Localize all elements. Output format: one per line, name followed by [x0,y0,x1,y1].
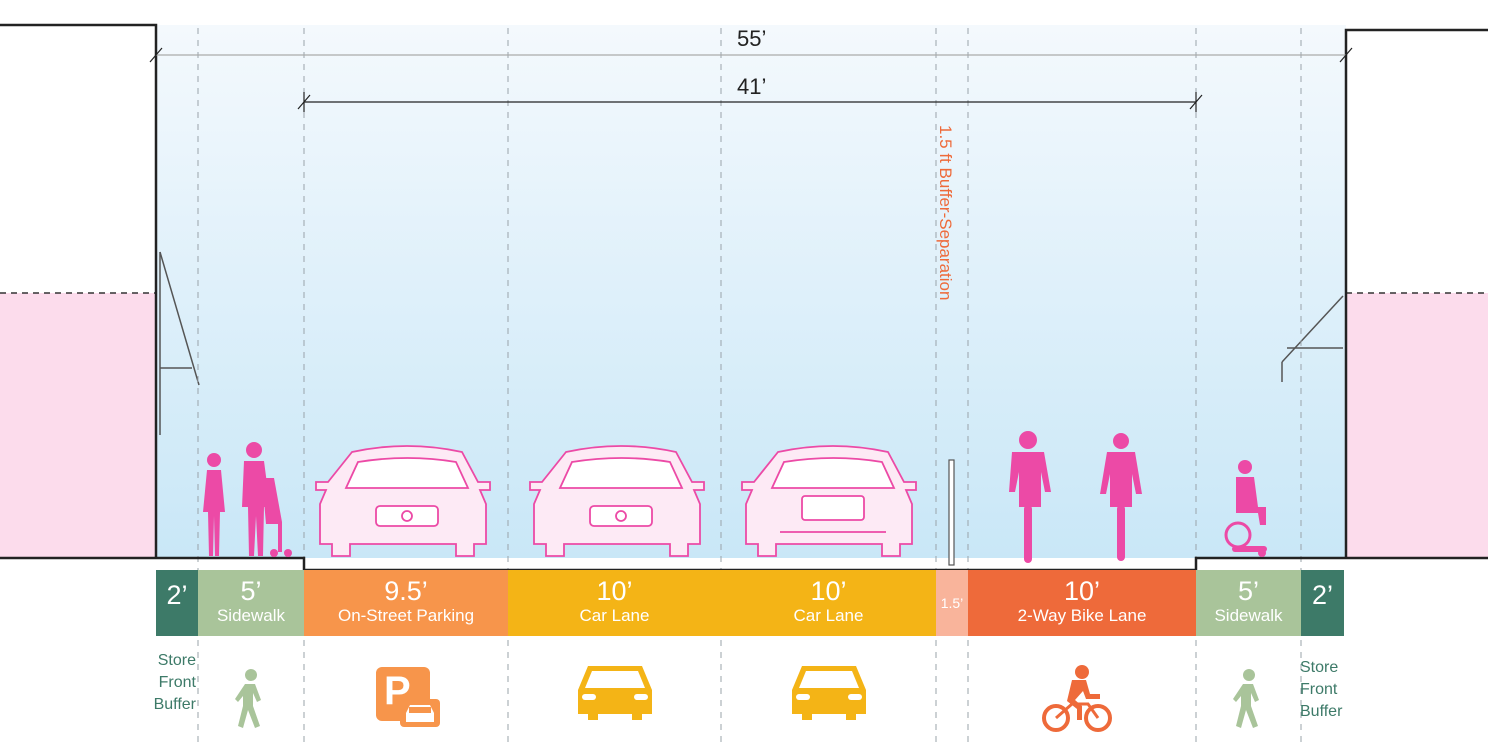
segment-width: 2’ [166,580,188,610]
segment-buffer-separation: 1.5’ [936,570,968,636]
segment-width: 10’ [1063,576,1101,606]
segment-bike-lane: 10’ 2-Way Bike Lane [968,570,1196,636]
pedestrian-icon [1233,669,1259,728]
segment-sidewalk-right: 5’ Sidewalk [1196,570,1301,636]
bollard [948,459,955,566]
segment-name: Sidewalk [216,606,286,625]
label-line: Front [158,674,196,691]
segment-store-front-buffer-right: 2’ [1301,570,1344,636]
bicycle-icon [1042,665,1112,732]
car-silhouettes [315,445,917,557]
label-line: Buffer [1300,703,1343,720]
label-line: Store [157,652,196,669]
pedestrian-icon [235,669,261,728]
parking-car-icon [400,699,440,727]
pedestrian-silhouettes [203,442,292,557]
segment-name: Car Lane [793,606,864,625]
segment-name: On-Street Parking [337,606,475,625]
segment-width: 5’ [240,576,262,606]
segment-width: 2’ [1311,580,1333,610]
segment-width: 10’ [596,576,633,606]
wheelchair-user-silhouette [1224,460,1267,557]
car-lane-2-rear [741,445,917,557]
segment-car-lane-1: 10’ Car Lane [508,570,721,636]
segment-width: 9.5’ [384,576,428,606]
segment-name: Sidewalk [1214,606,1283,625]
car-icon [792,666,866,720]
segment-name: Car Lane [579,606,650,625]
dimension-lines [149,47,1353,112]
left-building [0,23,200,558]
inner-width-label: 41’ [737,74,767,99]
cyclist-silhouettes [1009,431,1142,563]
label-line: Store [1300,659,1339,676]
car-icon [578,666,652,720]
segment-sidewalk-left: 5’ Sidewalk [198,570,304,636]
segment-width: 1.5’ [940,595,964,611]
segment-width: 5’ [1237,576,1259,606]
segment-name: 2-Way Bike Lane [1017,606,1147,625]
store-front-buffer-label-right: Store Front Buffer [1300,657,1360,723]
parking-icon: P [376,667,440,727]
right-building [1281,28,1488,558]
total-width-label: 55’ [737,26,767,51]
segment-width: 10’ [810,576,847,606]
segment-on-street-parking: 9.5’ On-Street Parking [304,570,508,636]
car-lane-1-front [529,445,705,557]
label-line: Buffer [153,696,196,713]
store-front-buffer-label-left: Store Front Buffer [146,650,196,716]
segment-car-lane-2: 10’ Car Lane [721,570,936,636]
segment-store-front-buffer-left: 2’ [156,570,198,636]
ground-line [0,556,1488,572]
parked-car-front [315,445,491,557]
buffer-separation-label: 1.5 ft Buffer-Separation [936,125,955,301]
label-line: Front [1300,681,1338,698]
